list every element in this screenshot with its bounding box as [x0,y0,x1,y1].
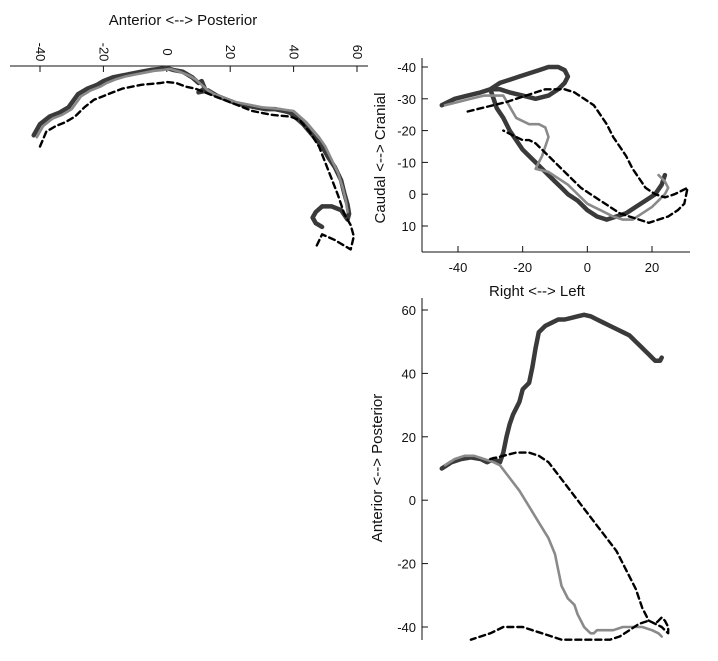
tr-xlabel: Right <--> Left [489,283,586,300]
tr-ylabel: Caudal <--> Cranial [372,93,389,224]
tl-xlabel: Anterior <--> Posterior [109,12,257,29]
br-ytick-label: -40 [397,620,416,635]
tl-tick-label: 20 [223,45,238,59]
tl-tick-group: -40 -20 0 20 40 60 [33,43,365,72]
panel-bottom-right: Anterior <--> Posterior 60 40 20 0 -20 -40 [369,298,670,641]
tr-ytick-label: -10 [397,155,416,170]
br-tick-group: 60 40 20 0 -20 -40 [397,303,428,635]
br-ytick-label: 20 [402,430,416,445]
br-ytick-label: 0 [409,493,416,508]
tr-xtick-label: -40 [449,260,468,275]
tl-series-dashed [38,80,355,251]
tl-tick-label: -20 [96,43,111,62]
tl-series-solid-dark [31,65,352,230]
br-ytick-label: 60 [402,303,416,318]
tr-series-dashed [466,88,689,225]
tr-ytick-label: -30 [397,92,416,107]
br-ytick-label: 40 [402,366,416,381]
tr-ytick-label: -40 [397,60,416,75]
br-ylabel: Anterior <--> Posterior [369,394,386,542]
tr-tick-group: -40 -20 0 20 -40 -30 -20 -10 0 10 [397,60,659,275]
tr-series-group [439,64,689,225]
tl-tick-label: -40 [33,43,48,62]
tr-xtick-label: -20 [513,260,532,275]
br-series-dashed [469,451,670,641]
tl-series-solid-light [35,67,349,214]
br-series-group [439,312,670,641]
br-series-solid-dark [439,312,664,471]
tl-tick-label: 40 [287,45,302,59]
tr-ytick-label: -20 [397,124,416,139]
br-series-solid-light [443,454,664,638]
tl-tick-label: 60 [350,45,365,59]
tr-series-solid-dark [439,64,668,222]
tr-series-solid-light [443,94,670,221]
panel-top-right: Caudal <--> Cranial Right <--> Left -40-… [372,58,690,300]
tr-ytick-label: 10 [402,219,416,234]
panel-top-left: Anterior <--> Posterior -40 -20 0 20 40 60 [10,12,368,251]
tr-xtick-label: 0 [584,260,591,275]
tr-ytick-label: 0 [409,187,416,202]
br-ytick-label: -20 [397,557,416,572]
tl-series-group [31,65,355,251]
tr-xtick-label: 20 [645,260,659,275]
tl-tick-label: 0 [160,48,175,55]
